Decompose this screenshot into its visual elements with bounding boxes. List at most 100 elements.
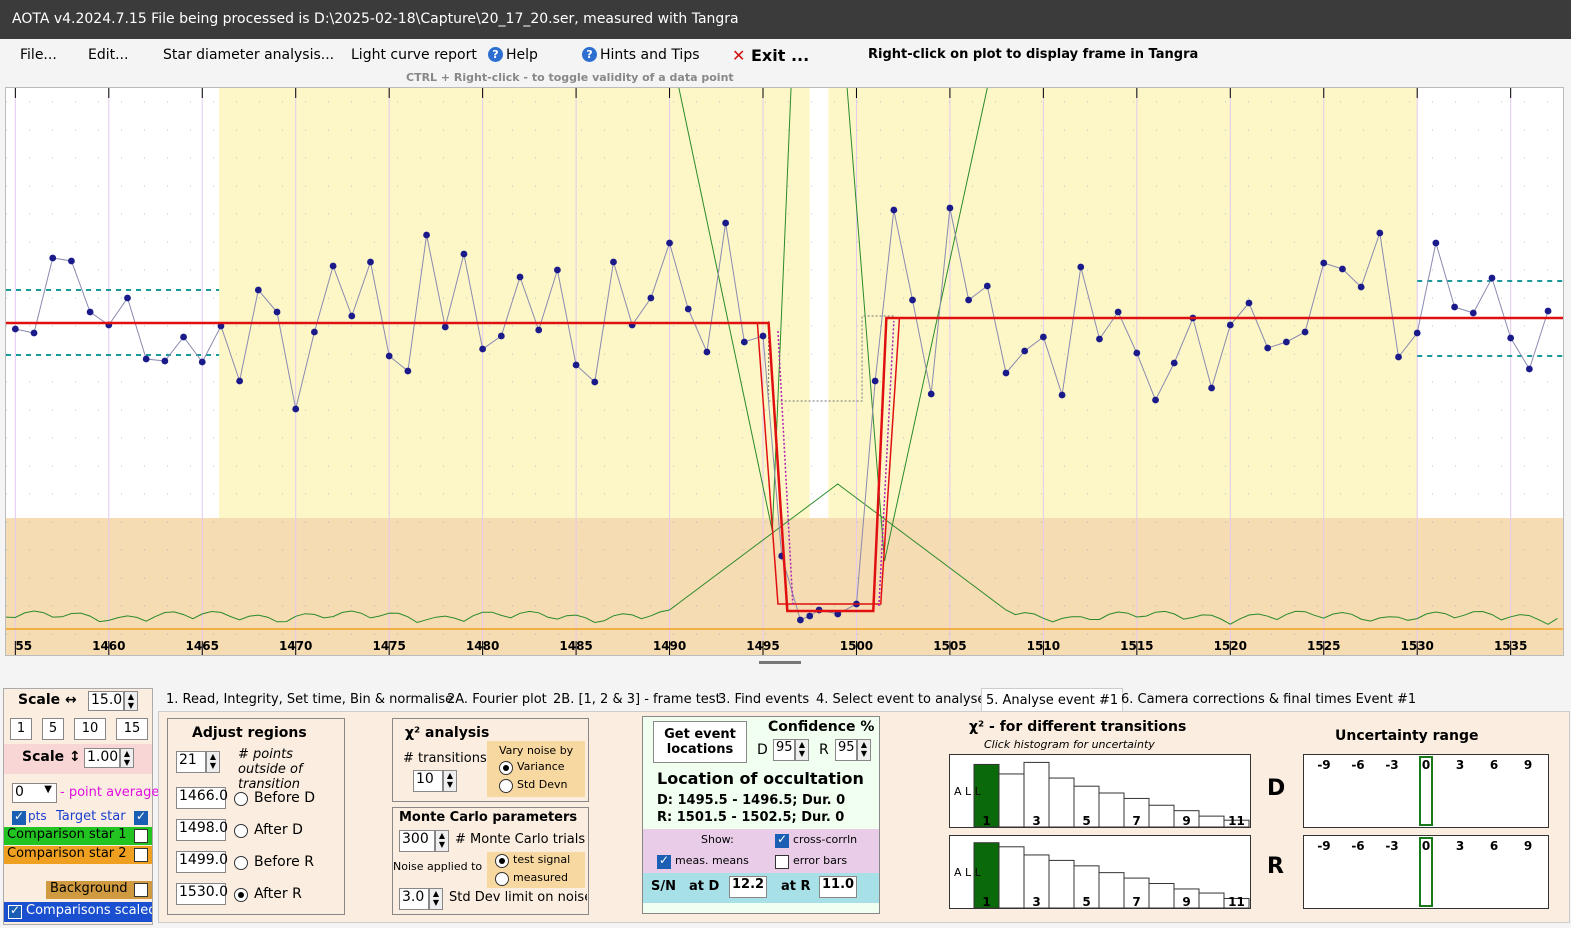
x-tick-label: 1490 — [653, 639, 686, 653]
scale-horizontal-input[interactable]: 15.0 — [88, 691, 124, 711]
uncertainty-tick-label: -9 — [1317, 758, 1330, 772]
comparisons-scaled-checkbox[interactable] — [8, 903, 22, 919]
scale-vertical-input[interactable]: 1.00 — [84, 748, 120, 768]
data-point — [1376, 229, 1384, 237]
tab-fourier-plot[interactable]: 2A. Fourier plot — [447, 692, 547, 707]
data-point — [535, 326, 543, 334]
std-devn-radio[interactable] — [499, 779, 513, 793]
event-location-group: Get event locations Confidence % D 95 ▲ ▼… — [642, 716, 880, 914]
menu-exit[interactable]: ✕ Exit ... — [732, 46, 809, 65]
std-dev-limit-input[interactable]: 3.0 — [399, 888, 429, 910]
error-bars-checkbox[interactable] — [775, 855, 789, 869]
points-outside-spinner[interactable]: ▲ ▼ — [206, 751, 220, 773]
tab-frame-test[interactable]: 2B. [1, 2 & 3] - frame test — [553, 692, 721, 707]
data-point — [1226, 321, 1234, 329]
scale-5-button[interactable]: 5 — [42, 718, 64, 740]
data-point — [946, 204, 954, 212]
exit-icon: ✕ — [732, 46, 746, 65]
data-point — [1469, 309, 1477, 317]
scale-1-button[interactable]: 1 — [10, 718, 32, 740]
menu-help-label: Help — [506, 47, 538, 63]
data-point — [591, 378, 599, 386]
transitions-spinner[interactable]: ▲ ▼ — [443, 770, 457, 792]
confidence-r-input[interactable]: 95 — [835, 739, 857, 761]
tab-find-events[interactable]: 3. Find events — [718, 692, 810, 707]
data-point — [806, 612, 814, 620]
uncertainty-tick-label: -9 — [1317, 839, 1330, 853]
after-r-radio[interactable] — [234, 888, 248, 902]
measured-label: measured — [513, 871, 568, 884]
data-point — [497, 332, 505, 340]
uncertainty-r[interactable]: -9 -6 -3 0 3 6 9 — [1303, 835, 1549, 909]
before-r-label: Before R — [254, 854, 314, 870]
noise-applied-label: Noise applied to — [393, 860, 483, 873]
data-point — [1432, 239, 1440, 247]
uncertainty-tick-label: -6 — [1351, 758, 1364, 772]
data-point — [1002, 369, 1010, 377]
histogram-r-bars[interactable]: A L L 1 3 5 7 9 11 — [950, 836, 1250, 909]
tab-analyse-event[interactable]: 5. Analyse event #1 — [981, 688, 1124, 713]
test-signal-label: test signal — [513, 853, 571, 866]
menu-hints-label: Hints and Tips — [600, 47, 700, 63]
histogram-bar — [1198, 815, 1225, 828]
after-d-value: 1498.0 — [176, 819, 228, 841]
confidence-r-spinner[interactable]: ▲ ▼ — [857, 739, 871, 761]
menu-light-curve-report[interactable]: Light curve report — [351, 47, 477, 63]
test-signal-radio[interactable] — [495, 854, 509, 868]
std-dev-limit-spinner[interactable]: ▲ ▼ — [429, 888, 443, 910]
before-r-radio[interactable] — [234, 856, 248, 870]
cross-corrln-checkbox[interactable] — [775, 832, 789, 848]
show-options-box: Show: cross-corrln meas. means error bar… — [643, 829, 879, 873]
menu-edit[interactable]: Edit... — [88, 47, 129, 63]
measured-radio[interactable] — [495, 872, 509, 886]
histogram-bar — [998, 846, 1025, 909]
meas-means-checkbox[interactable] — [657, 853, 671, 869]
confidence-d-input[interactable]: 95 — [773, 739, 795, 761]
monte-carlo-trials-spinner[interactable]: ▲ ▼ — [435, 830, 449, 852]
menu-help[interactable]: ? Help — [488, 47, 538, 63]
after-r-label: After R — [254, 886, 302, 902]
scale-horizontal-spinner[interactable]: ▲ ▼ — [124, 691, 138, 711]
tab-read-integrity[interactable]: 1. Read, Integrity, Set time, Bin & norm… — [166, 692, 454, 707]
tab-camera-corrections[interactable]: 6. Camera corrections & final times Even… — [1121, 692, 1417, 707]
data-point — [348, 312, 356, 320]
tab-select-event[interactable]: 4. Select event to analyse — [816, 692, 986, 707]
uncertainty-tick-label: 6 — [1490, 839, 1498, 853]
scale-15-button[interactable]: 15 — [116, 718, 148, 740]
uncertainty-marker — [1419, 756, 1433, 826]
menu-hints[interactable]: ? Hints and Tips — [582, 47, 700, 63]
comparison-1-checkbox[interactable] — [134, 829, 148, 843]
menu-star-diameter[interactable]: Star diameter analysis... — [163, 47, 335, 63]
pts-checkbox[interactable] — [12, 809, 26, 825]
monte-carlo-trials-label: # Monte Carlo trials — [455, 832, 586, 847]
histogram-bin-label: 7 — [1132, 814, 1140, 827]
get-event-locations-button[interactable]: Get event locations — [653, 721, 747, 763]
points-outside-input[interactable]: 21 — [176, 751, 206, 773]
pre-event-region — [219, 88, 810, 518]
monte-carlo-trials-input[interactable]: 300 — [399, 830, 435, 852]
target-star-checkbox[interactable] — [134, 809, 148, 825]
splitter-grip[interactable] — [759, 661, 801, 664]
histogram-d[interactable]: A L L 1 3 5 7 9 11 — [949, 754, 1251, 828]
histogram-r[interactable]: A L L 1 3 5 7 9 11 — [949, 835, 1251, 909]
after-d-radio[interactable] — [234, 824, 248, 838]
scale-10-button[interactable]: 10 — [74, 718, 106, 740]
snr-box: S/N at D 12.2 at R 11.0 — [643, 873, 879, 903]
plot-canvas[interactable]: 55 1460 1465 1470 1475 1480 1485 1490 1495 1500 15… — [6, 88, 1563, 655]
chi-histogram-title: χ² - for different transitions — [969, 719, 1187, 735]
confidence-d-spinner[interactable]: ▲ ▼ — [795, 739, 809, 761]
point-average-select[interactable]: 0 ▼ — [12, 783, 57, 803]
before-d-radio[interactable] — [234, 792, 248, 806]
data-point — [722, 219, 730, 227]
background-checkbox[interactable] — [134, 883, 148, 897]
comparison-2-checkbox[interactable] — [134, 848, 148, 862]
data-point — [834, 610, 842, 618]
variance-radio[interactable] — [499, 761, 513, 775]
menu-file[interactable]: File... — [20, 47, 57, 63]
uncertainty-d[interactable]: -9 -6 -3 0 3 6 9 — [1303, 754, 1549, 828]
scale-vertical-spinner[interactable]: ▲ ▼ — [120, 748, 134, 768]
light-curve-plot[interactable]: 55 1460 1465 1470 1475 1480 1485 1490 1495 1500 15… — [5, 87, 1564, 656]
transitions-input[interactable]: 10 — [413, 770, 443, 792]
histogram-d-bars[interactable]: A L L 1 3 5 7 9 11 — [950, 755, 1250, 828]
background-label: Background — [50, 881, 128, 896]
